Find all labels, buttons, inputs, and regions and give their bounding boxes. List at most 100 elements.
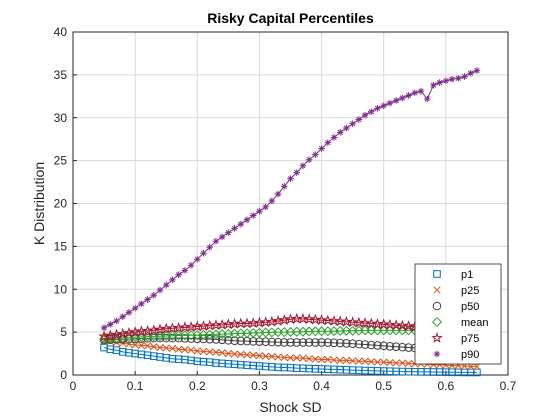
legend-marker-mean — [431, 316, 443, 328]
data-point-p25 — [181, 346, 189, 354]
data-point-p50 — [391, 342, 401, 352]
data-point-p90 — [262, 203, 269, 211]
data-point-p50 — [373, 341, 382, 350]
data-point-p25 — [261, 352, 270, 360]
legend-label-p75: p75 — [461, 333, 479, 345]
data-point-p50 — [379, 341, 389, 351]
data-point-p90 — [243, 216, 251, 224]
data-point-p25 — [293, 354, 301, 362]
data-point-p25 — [380, 358, 388, 366]
y-tick-label: 40 — [54, 25, 68, 39]
legend-label-p1: p1 — [461, 269, 473, 281]
legend-box — [414, 263, 502, 365]
data-point-p50 — [261, 337, 270, 347]
data-point-p90 — [293, 169, 301, 176]
chart-title: Risky Capital Percentiles — [207, 10, 374, 26]
data-point-p50 — [329, 338, 339, 348]
data-point-p90 — [423, 95, 431, 103]
series-layer — [98, 67, 483, 377]
data-point-p90 — [312, 151, 319, 158]
data-point-p25 — [317, 355, 326, 364]
data-point-p90 — [218, 233, 226, 241]
data-point-p90 — [461, 73, 468, 80]
y-tick-label: 30 — [54, 111, 68, 125]
y-tick-label: 35 — [54, 68, 68, 82]
x-axis-title: Shock SD — [259, 399, 321, 415]
y-tick-label: 20 — [54, 197, 68, 211]
data-point-p50 — [211, 335, 221, 344]
data-point-p50 — [217, 335, 227, 345]
data-point-p25 — [143, 342, 152, 350]
data-point-p25 — [367, 358, 375, 366]
data-point-p90 — [169, 276, 176, 284]
data-point-p50 — [317, 338, 326, 347]
data-point-p50 — [311, 338, 320, 347]
data-point-p25 — [355, 357, 363, 365]
x-tick-label: 0.7 — [500, 379, 517, 393]
data-point-p90 — [467, 69, 475, 77]
x-tick-label: 0.4 — [313, 379, 330, 393]
data-point-p25 — [330, 356, 338, 364]
series-line-p1 — [103, 347, 477, 373]
x-tick-label: 0 — [70, 379, 77, 393]
data-point-p90 — [417, 87, 425, 95]
data-point-p1 — [473, 368, 481, 377]
data-point-p90 — [162, 281, 170, 289]
data-point-p25 — [286, 354, 295, 362]
y-tick-label: 0 — [60, 368, 67, 382]
data-point-p50 — [385, 341, 395, 351]
data-point-p50 — [366, 340, 376, 350]
data-point-p50 — [354, 339, 364, 349]
data-point-p50 — [298, 338, 308, 347]
data-point-p90 — [336, 129, 344, 136]
y-tick-label: 5 — [60, 325, 67, 339]
data-point-p25 — [162, 344, 170, 352]
data-point-p90 — [287, 175, 294, 182]
y-tick-label: 15 — [54, 239, 68, 253]
y-axis-title: K Distribution — [31, 162, 47, 245]
data-point-p25 — [268, 352, 276, 361]
data-point-p90 — [181, 267, 189, 274]
data-point-p25 — [404, 359, 413, 368]
data-point-p90 — [106, 321, 114, 328]
data-point-p90 — [349, 120, 356, 128]
legend-marker-p90 — [433, 350, 441, 358]
data-point-p50 — [398, 342, 407, 352]
data-point-p90 — [144, 296, 151, 303]
data-point-p90 — [256, 207, 263, 215]
data-point-p90 — [175, 271, 182, 278]
data-point-p25 — [230, 350, 239, 358]
legend-label-p90: p90 — [461, 349, 479, 361]
data-point-p25 — [299, 354, 307, 362]
data-point-p90 — [280, 183, 288, 190]
data-point-p50 — [286, 338, 295, 347]
data-point-p25 — [386, 358, 394, 367]
data-point-p25 — [199, 347, 208, 356]
data-point-p90 — [200, 249, 207, 257]
data-point-p25 — [193, 347, 201, 355]
data-point-p90 — [367, 108, 375, 116]
legend-label-p50: p50 — [461, 301, 479, 313]
series-p1 — [100, 343, 481, 377]
data-point-p50 — [342, 338, 351, 348]
legend-marker-p1 — [433, 270, 441, 278]
data-point-p90 — [392, 97, 400, 104]
data-point-p25 — [174, 345, 183, 353]
data-point-p25 — [392, 359, 400, 367]
data-point-p50 — [267, 337, 277, 347]
data-point-p25 — [218, 349, 226, 357]
data-point-p90 — [113, 317, 120, 325]
data-point-p90 — [436, 79, 443, 86]
legend-marker-p25 — [433, 286, 441, 294]
data-point-p25 — [249, 351, 257, 359]
data-point-p90 — [380, 102, 388, 110]
data-point-p25 — [243, 351, 251, 359]
data-point-p25 — [212, 348, 220, 356]
data-point-p90 — [442, 77, 450, 85]
x-tick-label: 0.3 — [251, 379, 268, 393]
data-point-p25 — [274, 353, 282, 361]
data-point-p90 — [374, 105, 381, 112]
data-point-p25 — [187, 346, 195, 354]
data-point-p25 — [311, 355, 320, 363]
